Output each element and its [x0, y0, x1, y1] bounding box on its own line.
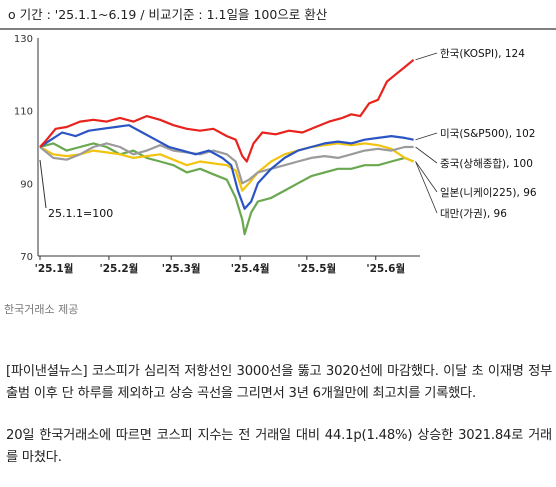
- series-line-4: [39, 142, 415, 236]
- chart-title: o 기간 : '25.1.1~6.19 / 비교기준 : 1.1일을 100으로…: [8, 7, 328, 22]
- line-chart: o 기간 : '25.1.1~6.19 / 비교기준 : 1.1일을 100으로…: [0, 7, 556, 275]
- x-tick-label: '25.1월: [35, 262, 74, 275]
- y-tick-label: 110: [14, 107, 33, 118]
- y-tick-label: 70: [20, 252, 33, 263]
- series-line-1: [39, 124, 414, 210]
- series-line-2: [39, 142, 414, 185]
- y-tick-label: 90: [20, 179, 33, 190]
- x-tick-label: '25.4월: [231, 262, 270, 275]
- x-tick-label: '25.3월: [162, 262, 201, 275]
- baseline-annotation: 25.1.1=100: [48, 207, 113, 220]
- x-tick-label: '25.2월: [100, 262, 139, 275]
- series-label: 한국(KOSPI), 124: [440, 48, 525, 60]
- image-source-caption: 한국거래소 제공: [4, 303, 79, 316]
- series-label: 일본(니케이225), 96: [440, 186, 537, 199]
- annotation-leader: [39, 159, 47, 209]
- x-tick-label: '25.5월: [297, 262, 336, 275]
- series-label: 대만(가권), 96: [440, 208, 507, 220]
- y-tick-label: 130: [14, 34, 33, 45]
- chart-figure: o 기간 : '25.1.1~6.19 / 비교기준 : 1.1일을 100으로…: [0, 7, 556, 275]
- legend-leader-line: [415, 161, 438, 214]
- series-label: 중국(상해종합), 100: [440, 157, 533, 170]
- legend-leader-line: [415, 146, 438, 164]
- article-paragraph-1: [파이낸셜뉴스] 코스피가 심리적 저항선인 3000선을 뚫고 3020선에 …: [6, 364, 552, 401]
- series-label: 미국(S&P500), 102: [440, 128, 535, 140]
- legend-leader-line: [415, 52, 438, 61]
- series-line-0: [39, 58, 415, 163]
- x-tick-label: '25.6월: [366, 262, 405, 275]
- legend-leader-line: [415, 161, 438, 193]
- article-paragraph-2: 20일 한국거래소에 따르면 코스피 지수는 전 거래일 대비 44.1p(1.…: [6, 428, 552, 465]
- series-line-3: [39, 142, 415, 192]
- legend-leader-line: [415, 132, 438, 141]
